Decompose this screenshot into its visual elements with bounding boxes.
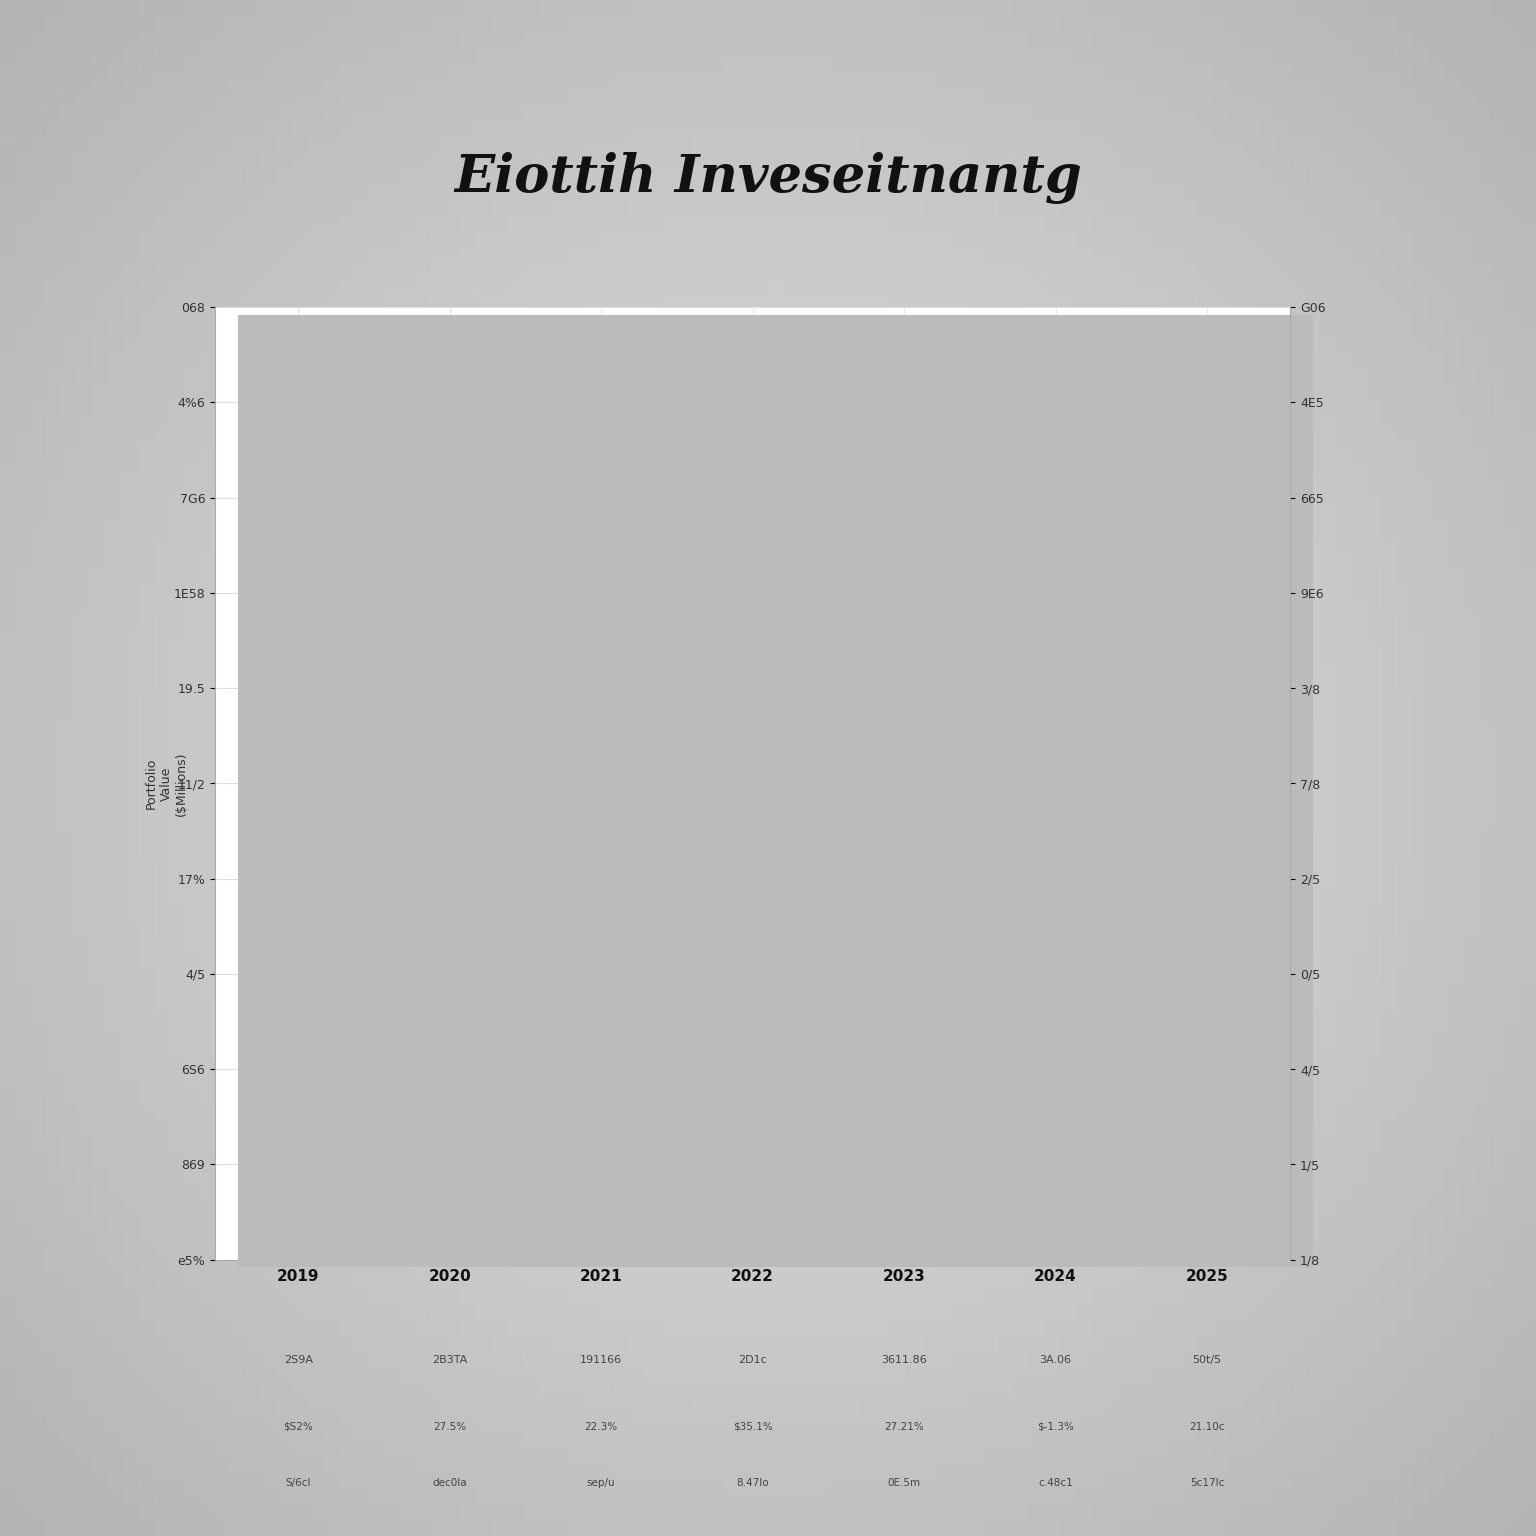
Text: 5c17lc: 5c17lc <box>1190 1478 1224 1488</box>
Text: 2D1c: 2D1c <box>739 1355 766 1366</box>
Text: $129.04: $129.04 <box>421 1150 478 1163</box>
Text: $281.28: $281.28 <box>723 1064 782 1078</box>
Point <box>1195 468 1220 493</box>
Bar <box>713 1101 793 1260</box>
Text: 27.21%: 27.21% <box>885 1422 925 1432</box>
Polygon shape <box>1095 720 1111 1260</box>
Text: $1548.3: $1548.3 <box>1178 355 1235 369</box>
Y-axis label: Portfolio
Value
($Millions): Portfolio Value ($Millions) <box>144 751 187 816</box>
Bar <box>562 1051 641 1260</box>
Bar <box>1017 737 1095 1260</box>
Text: 3A.06: 3A.06 <box>1040 1355 1072 1366</box>
Polygon shape <box>338 1213 353 1260</box>
Point <box>286 1220 310 1244</box>
Polygon shape <box>1167 375 1261 392</box>
Polygon shape <box>562 1032 656 1051</box>
Bar <box>1167 392 1246 1260</box>
Polygon shape <box>713 1084 806 1101</box>
Text: 2B3TA: 2B3TA <box>432 1355 467 1366</box>
Bar <box>410 1187 488 1260</box>
Text: $35.1%: $35.1% <box>733 1422 773 1432</box>
Text: sep/u: sep/u <box>587 1478 616 1488</box>
Text: 50t/5: 50t/5 <box>1192 1355 1221 1366</box>
Polygon shape <box>1246 375 1261 1260</box>
Text: dec0la: dec0la <box>433 1478 467 1488</box>
Text: 191166: 191166 <box>581 1355 622 1366</box>
Text: $932.5: $932.5 <box>1031 700 1080 713</box>
Polygon shape <box>865 1064 958 1081</box>
Text: Eiottih Inveseitnantg: Eiottih Inveseitnantg <box>455 152 1081 204</box>
Text: 22.3%: 22.3% <box>585 1422 617 1432</box>
Text: 21.10c: 21.10c <box>1189 1422 1224 1432</box>
Point <box>740 1057 765 1081</box>
Text: $317.63: $317.63 <box>876 1044 932 1058</box>
Text: 3611.86: 3611.86 <box>882 1355 926 1366</box>
Bar <box>865 1081 943 1260</box>
Text: c.48c1: c.48c1 <box>1038 1478 1072 1488</box>
Polygon shape <box>488 1170 504 1260</box>
Polygon shape <box>641 1032 656 1260</box>
Bar <box>260 1230 338 1260</box>
Polygon shape <box>1017 720 1111 737</box>
Text: S/6cl: S/6cl <box>286 1478 312 1488</box>
Text: 0E.5m: 0E.5m <box>888 1478 920 1488</box>
Text: $S2%: $S2% <box>284 1422 313 1432</box>
Text: 469%: 469% <box>1109 862 1152 876</box>
Polygon shape <box>943 1064 958 1260</box>
Point <box>588 1063 613 1087</box>
Polygon shape <box>410 1170 504 1187</box>
Polygon shape <box>260 1213 353 1230</box>
Polygon shape <box>793 1084 806 1260</box>
Point <box>438 1206 462 1230</box>
Text: 8.47lo: 8.47lo <box>736 1478 770 1488</box>
Point <box>1043 811 1068 836</box>
Point <box>892 1094 917 1118</box>
Text: $52.13: $52.13 <box>273 1193 323 1206</box>
Text: 27.5%: 27.5% <box>433 1422 467 1432</box>
Text: $-1.3%: $-1.3% <box>1037 1422 1074 1432</box>
Text: 2S9A: 2S9A <box>284 1355 313 1366</box>
Text: $374.12: $374.12 <box>573 1014 630 1026</box>
